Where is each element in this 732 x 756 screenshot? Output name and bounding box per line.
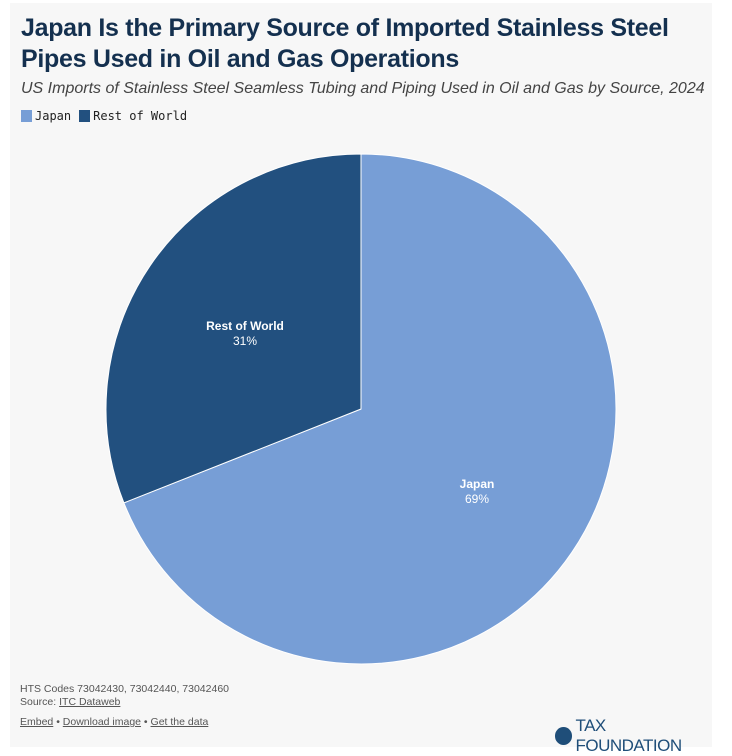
legend-label-japan: Japan (35, 109, 72, 123)
legend-item-rest-of-world[interactable]: Rest of World (79, 109, 187, 123)
data-label-value-japan: 69% (465, 492, 489, 506)
legend-item-japan[interactable]: Japan (21, 109, 71, 123)
legend-label-rest-of-world: Rest of World (93, 109, 188, 123)
pie-slice-rest-of-world[interactable] (105, 153, 362, 504)
separator: • (53, 716, 63, 728)
data-label-value-rest-of-world: 31% (233, 334, 257, 348)
chart-title: Japan Is the Primary Source of Imported … (21, 14, 669, 73)
hts-codes: HTS Codes 73042430, 73042440, 73042460 (20, 683, 230, 695)
data-label-name-japan: Japan (460, 477, 495, 491)
legend-swatch-rest-of-world (79, 110, 91, 122)
download-image-link[interactable]: Download image (62, 716, 142, 728)
get-data-link[interactable]: Get the data (150, 716, 209, 728)
embed-link[interactable]: Embed (20, 716, 54, 728)
capitol-icon (555, 727, 573, 745)
source-link[interactable]: ITC Dataweb (59, 696, 121, 708)
separator: • (141, 716, 151, 728)
source-label: Source: (20, 696, 60, 708)
pie-slice-japan[interactable] (123, 153, 617, 665)
legend: Japan Rest of World (21, 109, 195, 123)
source-line: Source: ITC Dataweb (20, 696, 120, 708)
chart-subtitle: US Imports of Stainless Steel Seamless T… (21, 80, 705, 97)
footer-links: Embed • Download image • Get the data (20, 716, 208, 728)
data-label-name-rest-of-world: Rest of World (206, 319, 284, 333)
legend-swatch-japan (21, 110, 32, 122)
